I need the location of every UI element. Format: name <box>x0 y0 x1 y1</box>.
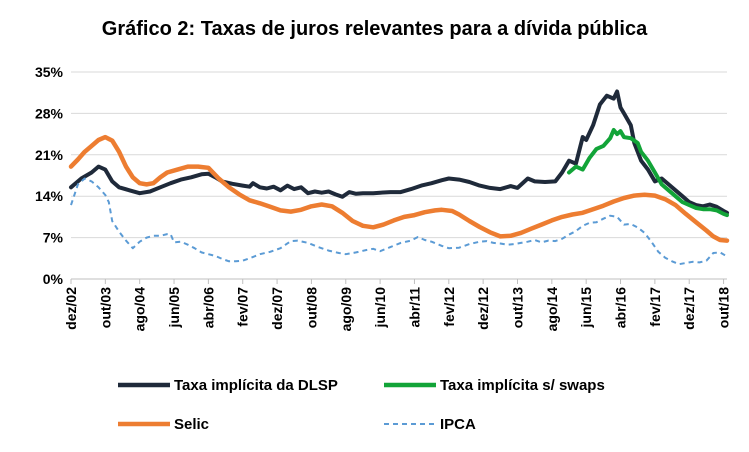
y-tick-label: 21% <box>35 147 64 163</box>
x-tick-label: jun/10 <box>372 287 388 329</box>
x-tick-label: out/03 <box>97 287 113 328</box>
grid-layer <box>71 71 727 280</box>
x-tick-label: dez/12 <box>475 287 491 330</box>
legend-label: IPCA <box>440 416 476 433</box>
series-layer <box>68 89 730 266</box>
legend-item-selic: Selic <box>118 416 209 433</box>
x-tick-label: out/18 <box>716 287 732 328</box>
x-tick-label: fev/17 <box>647 287 663 327</box>
y-tick-label: 28% <box>35 105 64 121</box>
x-tick-label: jun/15 <box>578 287 594 329</box>
x-tick-label: fev/12 <box>441 287 457 327</box>
legend-item-ipca: IPCA <box>384 416 476 433</box>
x-tick-label: dez/02 <box>63 287 79 330</box>
axis-layer: 0% 7% 14% 21% 28% 35% dez/02 out/03 ago/04 jun/05… <box>35 64 732 331</box>
x-tick-label: abr/11 <box>406 287 422 328</box>
dlsp-series-line <box>69 89 729 215</box>
x-tick-label: abr/06 <box>200 287 216 328</box>
swaps-series-line <box>567 128 729 218</box>
x-tick-label: out/08 <box>303 287 319 328</box>
selic-series-line <box>68 134 730 243</box>
x-tick-label: dez/17 <box>681 287 697 330</box>
legend-item-swaps: Taxa implícita s/ swaps <box>384 377 605 394</box>
legend: Taxa implícita da DLSP Taxa implícita s/ … <box>118 377 605 433</box>
legend-item-dlsp: Taxa implícita da DLSP <box>118 377 338 394</box>
x-tick-label: fev/07 <box>235 287 251 327</box>
y-tick-label: 0% <box>43 271 64 287</box>
ipca-series-line <box>70 177 728 266</box>
legend-label: Taxa implícita s/ swaps <box>440 377 605 394</box>
x-tick-label: ago/14 <box>544 287 560 332</box>
y-tick-label: 35% <box>35 64 64 80</box>
x-tick-label: ago/04 <box>132 287 148 332</box>
x-tick-label: out/13 <box>509 287 525 328</box>
y-tick-label: 7% <box>43 230 64 246</box>
x-tick-label: dez/07 <box>269 287 285 330</box>
chart-title: Gráfico 2: Taxas de juros relevantes par… <box>101 18 648 40</box>
y-tick-label: 14% <box>35 188 64 204</box>
x-tick-label: abr/16 <box>613 287 629 328</box>
x-tick-label: jun/05 <box>166 287 182 329</box>
legend-label: Taxa implícita da DLSP <box>174 377 338 394</box>
legend-label: Selic <box>174 416 209 433</box>
x-tick-label: ago/09 <box>338 287 354 332</box>
